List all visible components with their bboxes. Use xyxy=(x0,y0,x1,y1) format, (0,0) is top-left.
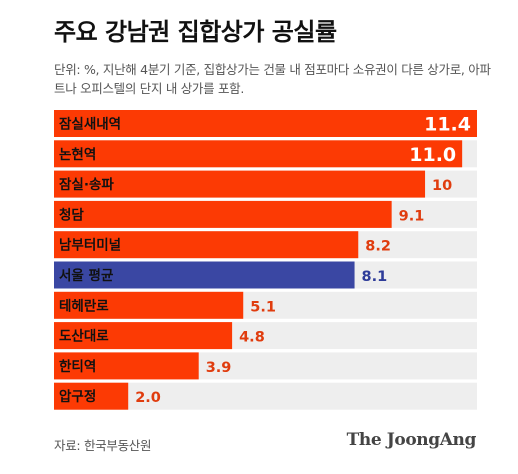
bar xyxy=(54,352,199,380)
bar xyxy=(54,110,477,137)
value-label: 2.0 xyxy=(135,390,161,406)
value-label: 4.8 xyxy=(239,330,265,346)
value-label: 3.9 xyxy=(206,360,232,376)
category-label: 잠실새내역 xyxy=(59,116,121,133)
bar xyxy=(54,322,233,350)
category-label: 청담 xyxy=(59,206,84,223)
bar xyxy=(54,170,426,198)
value-label: 11.4 xyxy=(424,114,471,136)
category-label: 테헤란로 xyxy=(59,297,109,314)
bar xyxy=(54,140,463,168)
category-label: 한티역 xyxy=(59,358,96,375)
chart-title: 주요 강남권 집합상가 공실률 xyxy=(54,18,337,46)
bar xyxy=(54,231,359,259)
bar xyxy=(54,200,392,228)
value-label: 8.2 xyxy=(365,239,391,255)
value-label: 10 xyxy=(432,178,452,194)
bar xyxy=(54,382,129,410)
bar xyxy=(54,291,244,319)
category-label: 도산대로 xyxy=(59,328,109,345)
value-label: 11.0 xyxy=(409,144,456,166)
value-label: 9.1 xyxy=(399,208,425,224)
category-label: 서울 평균 xyxy=(59,267,114,284)
brand-logo: The JoongAng xyxy=(346,430,477,450)
value-label: 8.1 xyxy=(362,269,388,285)
category-label: 논현역 xyxy=(59,146,96,163)
bar xyxy=(54,261,355,289)
category-label: 남부터미널 xyxy=(59,237,121,254)
source-note: 자료: 한국부동산원 xyxy=(54,438,152,453)
value-label: 5.1 xyxy=(250,299,276,315)
category-label: 압구정 xyxy=(59,388,96,405)
category-label: 잠실·송파 xyxy=(59,176,114,193)
chart-subtitle: 단위: %, 지난해 4분기 기준, 집합상가는 건물 내 점포마다 소유권이 … xyxy=(54,62,491,96)
